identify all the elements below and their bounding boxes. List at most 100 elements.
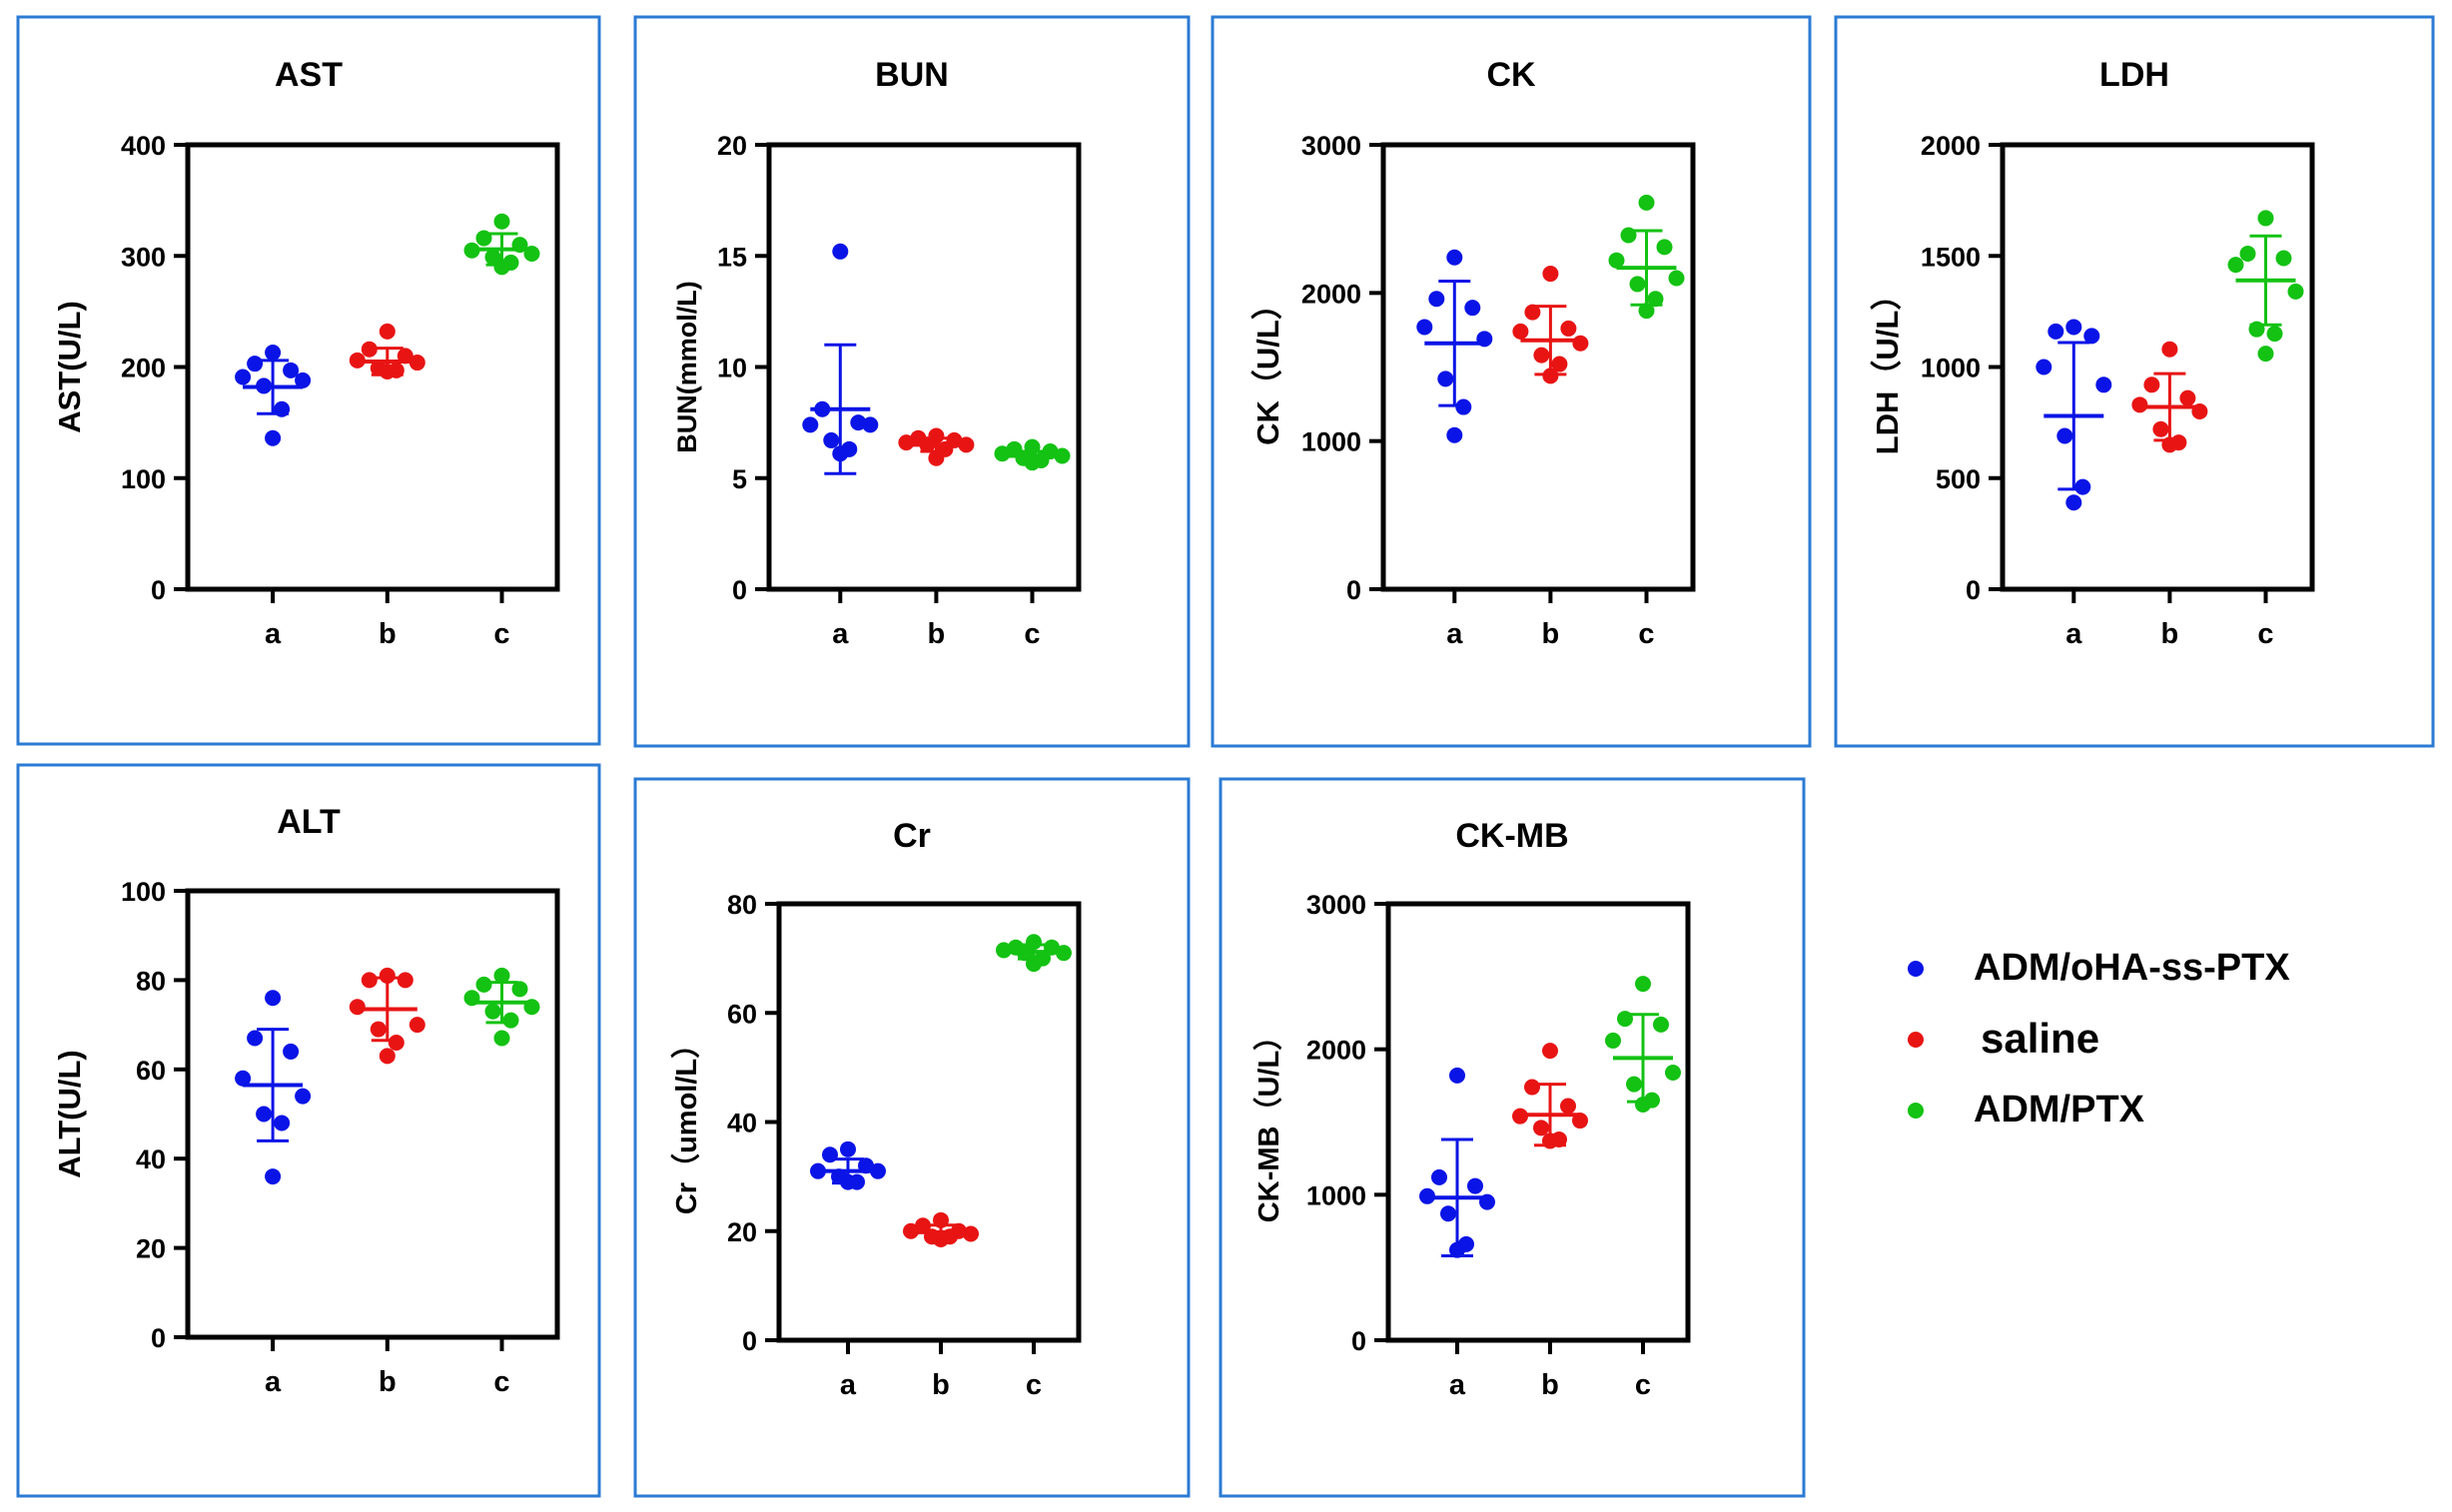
data-point	[832, 243, 849, 260]
data-point	[1626, 1076, 1642, 1093]
data-point	[2257, 346, 2274, 363]
data-point	[511, 237, 528, 254]
y-tick-label: 20	[727, 1217, 757, 1247]
data-point	[1431, 1168, 1447, 1185]
data-point	[2152, 420, 2169, 437]
data-point	[274, 400, 291, 417]
y-tick-label: 0	[1351, 1326, 1366, 1356]
data-point	[814, 400, 831, 417]
panel-frame	[1219, 777, 1806, 1498]
y-axis-label: Cr（umol/L）	[670, 1030, 703, 1214]
data-point	[1455, 398, 1472, 415]
data-point	[409, 355, 425, 372]
data-point	[1416, 319, 1433, 336]
data-point	[1542, 266, 1559, 283]
data-point	[1617, 1011, 1633, 1028]
plot-area	[185, 888, 560, 1340]
data-point	[1024, 438, 1041, 455]
panel-alt: ALT ALT(U/L) 0 20 40 60 80 100 a b c	[16, 763, 601, 1498]
series-a	[810, 1140, 886, 1190]
data-point	[2287, 283, 2304, 300]
y-tick-label: 0	[732, 575, 747, 605]
data-point	[2065, 319, 2082, 336]
legend-label-c: ADM/PTX	[1974, 1089, 2145, 1131]
y-axis-label: ALT(U/L)	[52, 1050, 87, 1178]
data-point	[388, 1034, 405, 1051]
x-tick-label: a	[2065, 618, 2082, 650]
data-point	[265, 429, 282, 446]
series-a	[2036, 319, 2112, 511]
panel-ast: AST AST(U/L) 0 100 200 300 400 a b c	[16, 15, 601, 746]
data-point	[475, 230, 492, 247]
x-tick-label: a	[265, 1366, 282, 1398]
series-a	[802, 243, 879, 475]
data-point	[2056, 427, 2073, 444]
x-tick-label: c	[1024, 618, 1040, 650]
data-point	[493, 213, 510, 230]
data-point	[1440, 1205, 1456, 1222]
data-point	[810, 1162, 826, 1179]
data-point	[493, 967, 510, 984]
data-point	[1026, 956, 1042, 973]
x-tick-label: b	[932, 1369, 950, 1401]
data-point	[2131, 396, 2148, 413]
data-point	[1647, 291, 1664, 308]
x-tick-label: b	[379, 618, 397, 650]
data-point	[2047, 323, 2064, 340]
data-point	[2095, 377, 2112, 393]
series-a	[1419, 1067, 1495, 1258]
panel-title: AST	[275, 56, 343, 94]
y-axis-label: BUN(mmol/L)	[672, 281, 702, 452]
data-point	[1665, 1064, 1681, 1081]
data-point	[2143, 377, 2160, 393]
data-point	[379, 363, 396, 379]
panel-frame	[633, 777, 1191, 1498]
y-tick-label: 5	[732, 464, 747, 494]
data-point	[898, 434, 915, 451]
data-point	[283, 1043, 300, 1060]
data-point	[958, 436, 975, 453]
y-tick-label: 2000	[1306, 1036, 1366, 1066]
data-point	[379, 967, 396, 984]
data-point	[1542, 368, 1559, 384]
series-c	[2227, 210, 2304, 363]
x-tick-label: a	[832, 618, 849, 650]
data-point	[493, 259, 510, 276]
data-point	[295, 1088, 312, 1105]
data-point	[1419, 1187, 1435, 1204]
data-point	[247, 356, 264, 373]
x-tick-label: a	[1449, 1369, 1466, 1401]
data-point	[933, 1230, 949, 1247]
y-tick-label: 0	[742, 1326, 757, 1356]
data-point	[397, 972, 413, 989]
series-b	[1512, 1043, 1588, 1149]
data-point	[933, 1211, 949, 1228]
data-point	[1512, 1108, 1528, 1125]
x-tick-label: c	[493, 1366, 509, 1398]
data-point	[283, 362, 300, 378]
legend-marker-a	[1908, 961, 1924, 977]
y-tick-label: 100	[121, 877, 166, 907]
data-point	[2074, 478, 2091, 495]
data-point	[256, 378, 273, 394]
data-point	[1572, 1113, 1588, 1130]
data-point	[1608, 252, 1625, 269]
panel-title: BUN	[875, 56, 949, 94]
panel-ckmb: CK-MB CK-MB（U/L） 0 1000 2000 3000 a b c	[1219, 777, 1806, 1498]
x-tick-label: b	[1541, 1369, 1559, 1401]
data-point	[409, 1017, 425, 1034]
x-tick-label: b	[928, 618, 946, 650]
data-point	[850, 414, 867, 431]
data-point	[1467, 1177, 1483, 1194]
data-point	[397, 348, 413, 365]
y-tick-label: 3000	[1306, 890, 1366, 920]
panel-title: CK	[1486, 56, 1536, 94]
data-point	[994, 445, 1011, 462]
y-tick-label: 20	[136, 1234, 166, 1264]
data-point	[2083, 328, 2100, 345]
data-point	[511, 981, 528, 998]
y-axis-label: CK（U/L）	[1250, 289, 1285, 445]
data-point	[295, 372, 312, 388]
x-tick-label: b	[2161, 618, 2179, 650]
